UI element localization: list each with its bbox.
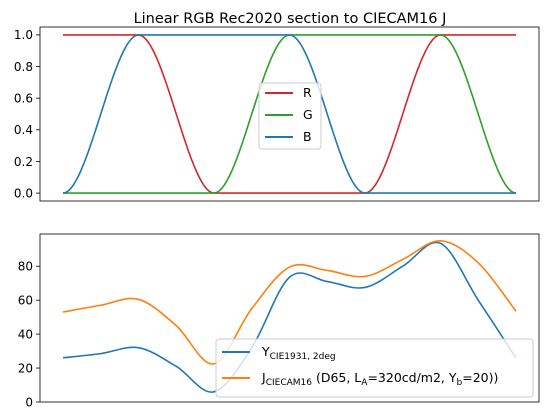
top-legend: R G B [258, 82, 322, 150]
legend-label-y: YCIE1931, 2deg [261, 344, 336, 362]
bottom-y-tick-label: 40 [18, 327, 33, 341]
bottom-legend-box [215, 338, 534, 398]
bottom-y-tick-label: 0 [25, 395, 33, 409]
legend-label-g: G [303, 107, 313, 122]
top-y-tick-label: 0.0 [14, 186, 33, 200]
bottom-y-ticks: 0 20 40 60 80 [18, 260, 40, 409]
legend-label-r: R [303, 85, 312, 100]
bottom-y-tick-label: 80 [18, 260, 33, 274]
bottom-legend: YCIE1931, 2deg JCIECAM16 (D65, LA=320cd/… [215, 338, 534, 398]
top-y-tick-label: 0.2 [14, 155, 33, 169]
bottom-plot-frame [39, 233, 540, 403]
series-line-y [62, 241, 517, 393]
top-y-tick-label: 0.8 [14, 60, 33, 74]
top-y-tick-label: 0.4 [14, 123, 33, 137]
top-y-tick-label: 1.0 [14, 28, 33, 42]
top-axes: Linear RGB Rec2020 section to CIECAM16 J… [14, 11, 540, 202]
top-plot-frame [39, 26, 540, 202]
chart-title: Linear RGB Rec2020 section to CIECAM16 J [134, 11, 447, 27]
legend-label-j: JCIECAM16 (D65, LA=320cd/m2, Yb=20)) [261, 370, 498, 388]
bottom-y-tick-label: 20 [18, 361, 33, 375]
bottom-series-lines [62, 239, 517, 393]
bottom-y-tick-label: 60 [18, 293, 33, 307]
series-line-j [62, 239, 517, 365]
top-series-lines [62, 34, 517, 194]
top-y-tick-label: 0.6 [14, 91, 33, 105]
top-y-ticks: 0.0 0.2 0.4 0.6 0.8 1.0 [14, 28, 40, 200]
bottom-axes: 0 20 40 60 80 YCIE1931, 2deg JCIECAM16 (D65,… [18, 233, 540, 409]
series-line-b [62, 34, 516, 194]
legend-label-b: B [303, 129, 312, 144]
